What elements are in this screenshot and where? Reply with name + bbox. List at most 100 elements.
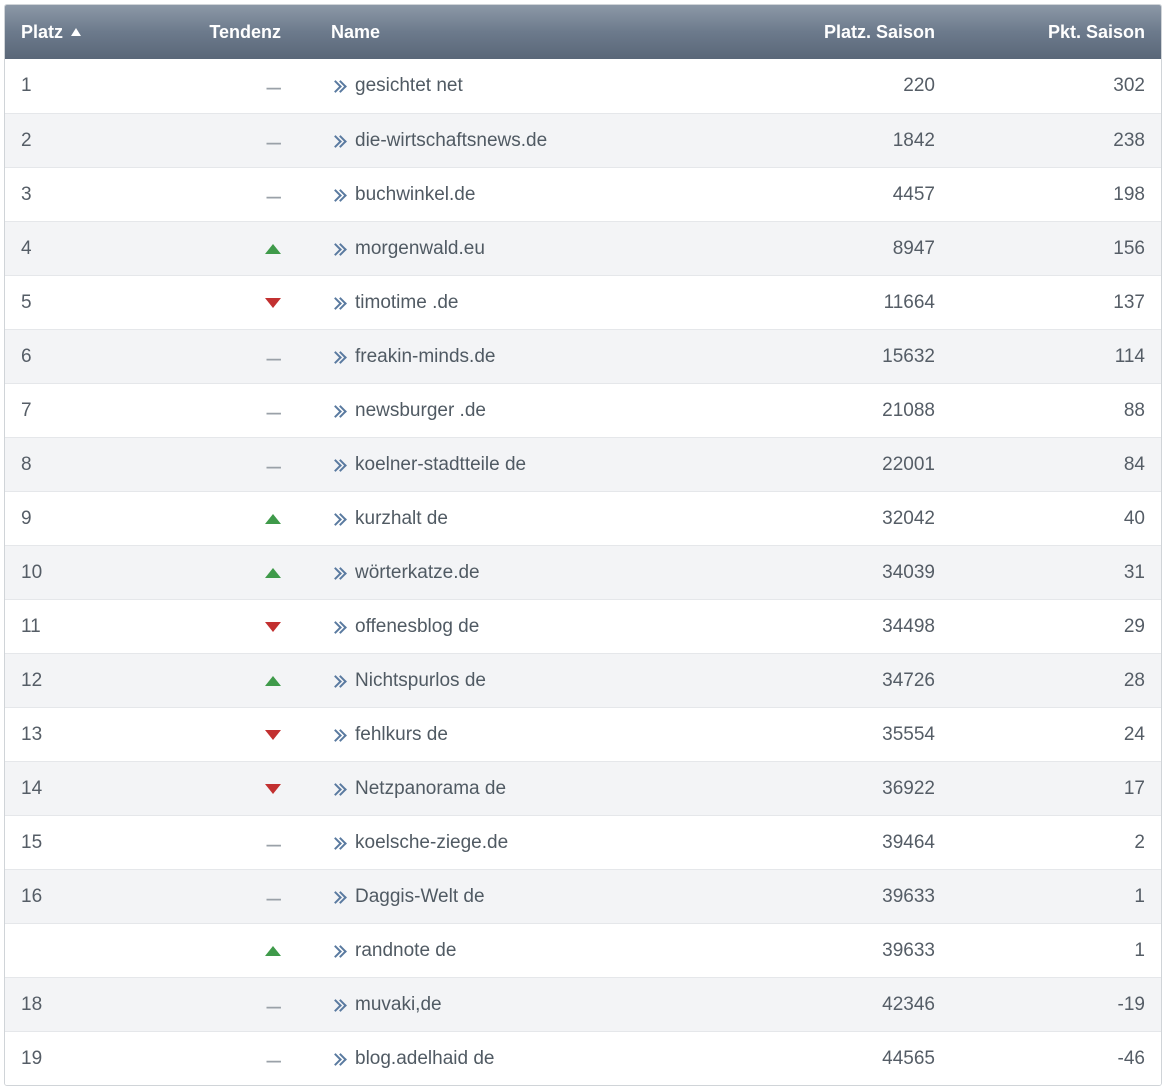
cell-platz-saison: 1842 <box>731 114 951 167</box>
cell-tendenz: – <box>115 114 315 167</box>
cell-name: die-wirtschaftsnews.de <box>315 114 731 167</box>
site-link[interactable]: kurzhalt de <box>355 508 448 530</box>
sort-asc-icon <box>71 28 81 36</box>
site-link[interactable]: wörterkatze.de <box>355 562 480 584</box>
site-link[interactable]: muvaki,de <box>355 994 442 1016</box>
chevron-right-icon <box>331 674 345 688</box>
column-header-name[interactable]: Name <box>315 5 731 59</box>
platz-saison-value: 1842 <box>893 130 935 152</box>
column-header-pkt-saison[interactable]: Pkt. Saison <box>951 5 1161 59</box>
site-link[interactable]: buchwinkel.de <box>355 184 475 206</box>
tendenz-same-icon: – <box>267 73 281 99</box>
pkt-saison-value: 31 <box>1124 562 1145 584</box>
tendenz-same-icon: – <box>267 398 281 424</box>
site-link[interactable]: gesichtet net <box>355 75 463 97</box>
site-link[interactable]: koelner-stadtteile de <box>355 454 526 476</box>
tendenz-up-icon <box>265 676 281 686</box>
table-row: 11offenesblog de3449829 <box>5 599 1161 653</box>
cell-platz: 13 <box>5 708 115 761</box>
site-link[interactable]: offenesblog de <box>355 616 479 638</box>
cell-tendenz <box>115 276 315 329</box>
cell-platz: 12 <box>5 654 115 707</box>
site-link[interactable]: blog.adelhaid de <box>355 1048 494 1070</box>
table-row: 9kurzhalt de3204240 <box>5 491 1161 545</box>
site-link[interactable]: newsburger .de <box>355 400 486 422</box>
cell-name: freakin-minds.de <box>315 330 731 383</box>
cell-name: timotime .de <box>315 276 731 329</box>
pkt-saison-value: 238 <box>1113 130 1145 152</box>
chevron-right-icon <box>331 512 345 526</box>
pkt-saison-value: 84 <box>1124 454 1145 476</box>
cell-platz: 8 <box>5 438 115 491</box>
cell-platz-saison: 39633 <box>731 870 951 923</box>
pkt-saison-value: 29 <box>1124 616 1145 638</box>
cell-name: Netzpanorama de <box>315 762 731 815</box>
cell-platz-saison: 34039 <box>731 546 951 599</box>
cell-tendenz <box>115 654 315 707</box>
table-row: randnote de396331 <box>5 923 1161 977</box>
platz-saison-value: 36922 <box>882 778 935 800</box>
cell-platz: 5 <box>5 276 115 329</box>
pkt-saison-value: 114 <box>1115 346 1145 368</box>
chevron-right-icon <box>331 890 345 904</box>
cell-platz-saison: 42346 <box>731 978 951 1031</box>
column-header-platz-saison[interactable]: Platz. Saison <box>731 5 951 59</box>
site-link[interactable]: fehlkurs de <box>355 724 448 746</box>
site-link[interactable]: Nichtspurlos de <box>355 670 486 692</box>
cell-name: gesichtet net <box>315 59 731 113</box>
table-row: 2–die-wirtschaftsnews.de1842238 <box>5 113 1161 167</box>
cell-tendenz <box>115 222 315 275</box>
cell-pkt-saison: 238 <box>951 114 1161 167</box>
pkt-saison-value: 137 <box>1113 292 1145 314</box>
column-header-tendenz[interactable]: Tendenz <box>115 5 315 59</box>
cell-name: offenesblog de <box>315 600 731 653</box>
table-header: Platz Tendenz Name Platz. Saison Pkt. Sa… <box>5 5 1161 59</box>
cell-tendenz: – <box>115 1032 315 1085</box>
cell-name: wörterkatze.de <box>315 546 731 599</box>
platz-value: 16 <box>21 886 42 908</box>
site-link[interactable]: Netzpanorama de <box>355 778 506 800</box>
platz-saison-value: 35554 <box>882 724 935 746</box>
platz-saison-value: 220 <box>903 75 935 97</box>
platz-saison-value: 8947 <box>893 238 935 260</box>
column-label: Name <box>331 22 380 43</box>
site-link[interactable]: timotime .de <box>355 292 458 314</box>
cell-platz-saison: 39464 <box>731 816 951 869</box>
site-link[interactable]: randnote de <box>355 940 456 962</box>
platz-value: 7 <box>21 400 32 422</box>
chevron-right-icon <box>331 1052 345 1066</box>
tendenz-up-icon <box>265 946 281 956</box>
site-link[interactable]: die-wirtschaftsnews.de <box>355 130 547 152</box>
pkt-saison-value: 24 <box>1124 724 1145 746</box>
chevron-right-icon <box>331 620 345 634</box>
chevron-right-icon <box>331 944 345 958</box>
table-row: 6–freakin-minds.de15632114 <box>5 329 1161 383</box>
site-link[interactable]: freakin-minds.de <box>355 346 495 368</box>
cell-platz: 16 <box>5 870 115 923</box>
site-link[interactable]: Daggis-Welt de <box>355 886 485 908</box>
cell-platz: 19 <box>5 1032 115 1085</box>
cell-pkt-saison: 198 <box>951 168 1161 221</box>
cell-tendenz <box>115 924 315 977</box>
cell-platz-saison: 220 <box>731 59 951 113</box>
platz-saison-value: 34498 <box>882 616 935 638</box>
cell-platz: 4 <box>5 222 115 275</box>
cell-name: randnote de <box>315 924 731 977</box>
platz-saison-value: 39464 <box>882 832 935 854</box>
column-header-platz[interactable]: Platz <box>5 5 115 59</box>
platz-value: 12 <box>21 670 42 692</box>
cell-name: fehlkurs de <box>315 708 731 761</box>
table-row: 3–buchwinkel.de4457198 <box>5 167 1161 221</box>
pkt-saison-value: 1 <box>1134 886 1145 908</box>
site-link[interactable]: morgenwald.eu <box>355 238 485 260</box>
pkt-saison-value: -19 <box>1118 994 1145 1016</box>
platz-saison-value: 42346 <box>882 994 935 1016</box>
cell-name: kurzhalt de <box>315 492 731 545</box>
column-label: Tendenz <box>209 22 281 43</box>
cell-platz-saison: 11664 <box>731 276 951 329</box>
site-link[interactable]: koelsche-ziege.de <box>355 832 508 854</box>
cell-pkt-saison: 40 <box>951 492 1161 545</box>
platz-value: 13 <box>21 724 42 746</box>
cell-tendenz: – <box>115 168 315 221</box>
platz-saison-value: 39633 <box>882 886 935 908</box>
